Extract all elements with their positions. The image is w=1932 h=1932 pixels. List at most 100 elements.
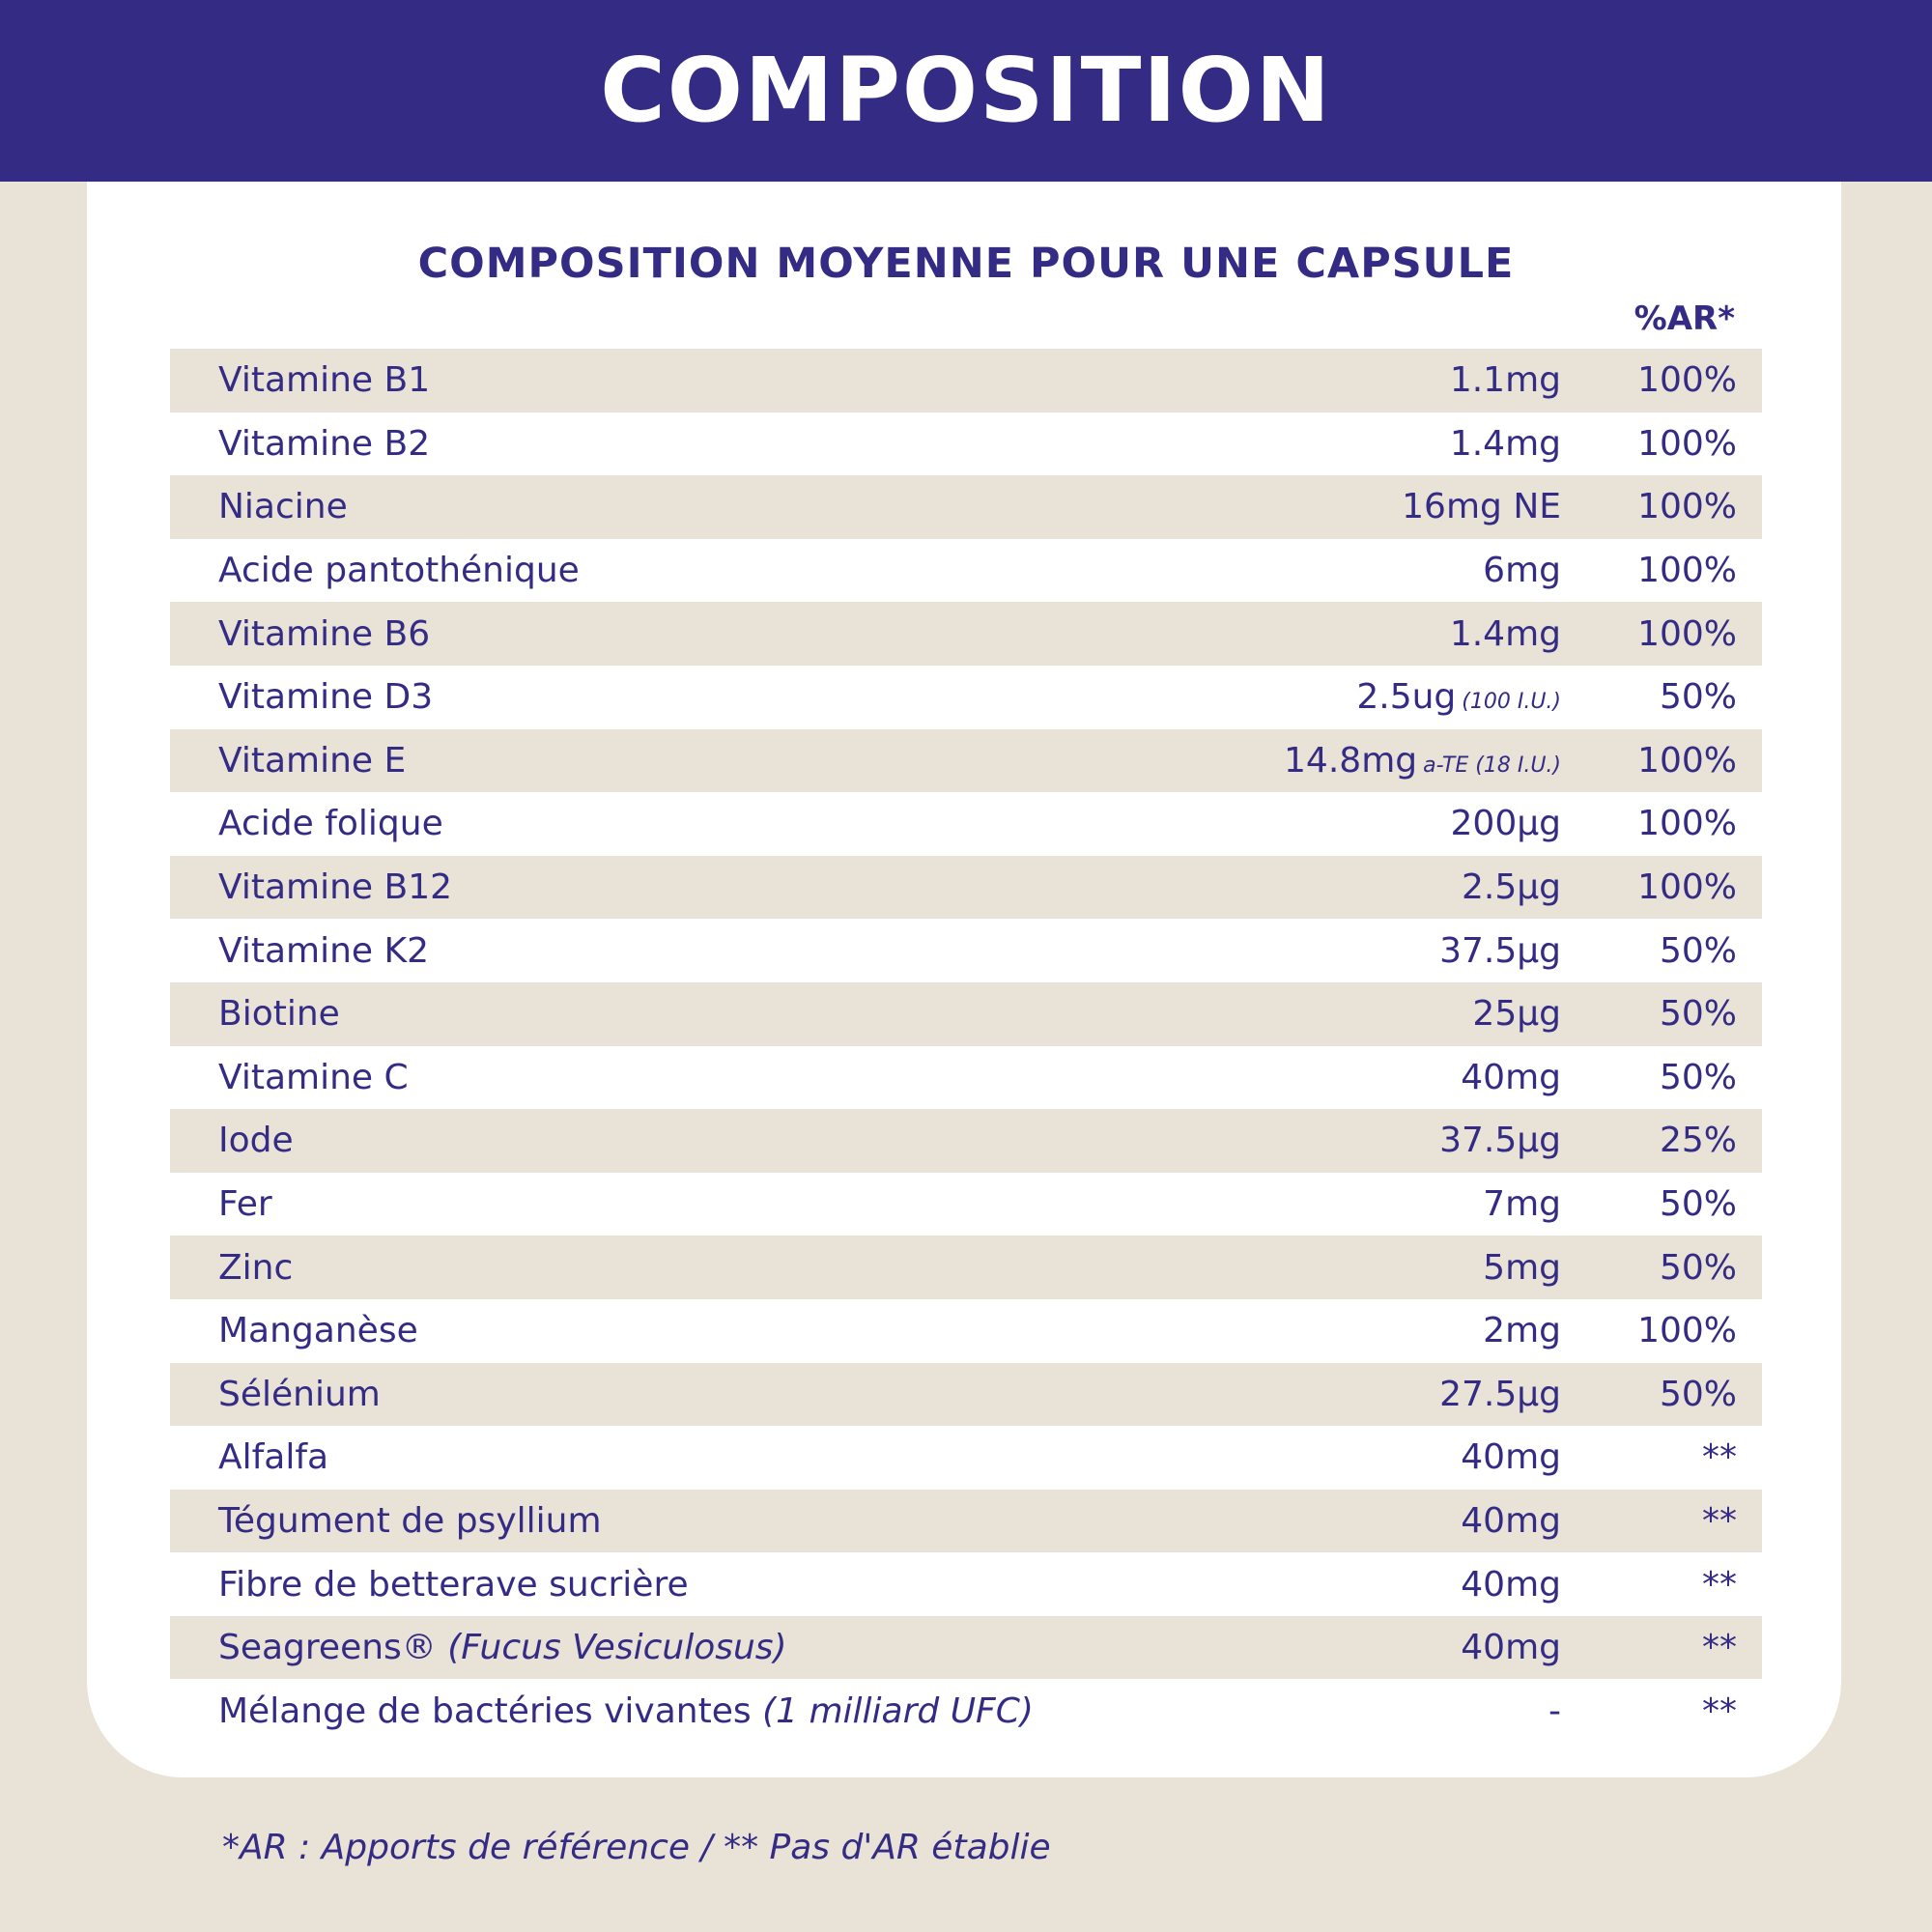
ingredient-amount: 5mg xyxy=(1483,1248,1561,1288)
amount-value: 27.5µg xyxy=(1439,1374,1561,1414)
amount-note: (100 I.U.) xyxy=(1462,690,1561,715)
ar-percentage: 100% xyxy=(1637,1311,1737,1351)
ingredient-amount: 1.4mg xyxy=(1450,424,1561,464)
table-row: Vitamine C 40mg 50% xyxy=(170,1046,1762,1110)
ar-percentage: ** xyxy=(1702,1690,1737,1731)
amount-value: 40mg xyxy=(1461,1628,1561,1668)
ar-percentage: 100% xyxy=(1637,740,1737,781)
ar-percentage: ** xyxy=(1702,1628,1737,1668)
ingredient-label: Acide folique xyxy=(218,804,443,844)
table-row: Fibre de betterave sucrière 40mg ** xyxy=(170,1552,1762,1616)
ingredient-amount: 6mg xyxy=(1483,551,1561,590)
page-title: COMPOSITION xyxy=(600,39,1332,142)
table-row: Vitamine B6 1.4mg 100% xyxy=(170,602,1762,666)
ingredient-note: (Fucus Vesiculosus) xyxy=(447,1628,787,1668)
table-row: Vitamine D3 2.5ug (100 I.U.) 50% xyxy=(170,666,1762,729)
ingredient-label: Sélénium xyxy=(218,1374,381,1414)
ingredient-name: Tégument de psyllium xyxy=(218,1501,602,1541)
amount-note: a-TE (18 I.U.) xyxy=(1423,753,1561,778)
amount-value: 1.4mg xyxy=(1449,423,1561,464)
table-row: Acide pantothénique 6mg 100% xyxy=(170,539,1762,603)
ingredient-label: Vitamine B12 xyxy=(218,867,452,908)
amount-value: 40mg xyxy=(1461,1500,1561,1541)
amount-value: 6mg xyxy=(1483,551,1561,591)
ingredient-name: Fibre de betterave sucrière xyxy=(218,1565,689,1605)
amount-value: 40mg xyxy=(1461,1057,1561,1097)
ingredient-amount: 37.5µg xyxy=(1439,931,1561,971)
ar-percentage: 50% xyxy=(1659,1247,1737,1288)
table-row: Manganèse 2mg 100% xyxy=(170,1299,1762,1363)
table-row: Vitamine E 14.8mg a-TE (18 I.U.) 100% xyxy=(170,728,1762,793)
ingredient-label: Fer xyxy=(218,1184,272,1225)
amount-value: 37.5µg xyxy=(1439,930,1561,971)
amount-value: 1.4mg xyxy=(1449,613,1561,654)
ar-percentage: 50% xyxy=(1659,930,1737,971)
amount-value: - xyxy=(1548,1690,1561,1731)
ingredient-label: Seagreens® xyxy=(218,1628,437,1668)
ingredient-amount: 37.5µg xyxy=(1439,1121,1561,1160)
table-row: Mélange de bactéries vivantes (1 milliar… xyxy=(170,1679,1762,1743)
ingredient-name: Vitamine B6 xyxy=(218,614,430,654)
footnote: *AR : Apports de référence / ** Pas d'AR… xyxy=(222,1828,1051,1867)
table-row: Vitamine B1 1.1mg 100% xyxy=(170,349,1762,412)
ar-percentage: 100% xyxy=(1637,867,1737,908)
table-row: Vitamine K2 37.5µg 50% xyxy=(170,919,1762,982)
amount-value: 5mg xyxy=(1483,1247,1561,1288)
ingredient-name: Seagreens® (Fucus Vesiculosus) xyxy=(218,1628,787,1667)
amount-value: 1.1mg xyxy=(1449,360,1561,401)
ar-percentage: 50% xyxy=(1659,677,1737,718)
ar-percentage: 25% xyxy=(1659,1121,1737,1161)
ingredient-amount: 200µg xyxy=(1451,804,1561,843)
ingredient-name: Vitamine B1 xyxy=(218,360,430,400)
amount-value: 2mg xyxy=(1483,1311,1561,1351)
ingredient-amount: - xyxy=(1548,1691,1561,1731)
ar-percentage: 100% xyxy=(1637,804,1737,844)
ingredient-name: Alfalfa xyxy=(218,1437,328,1477)
table-row: Tégument de psyllium 40mg ** xyxy=(170,1489,1762,1553)
ingredient-amount: 1.4mg xyxy=(1450,614,1561,654)
ingredient-label: Biotine xyxy=(218,994,340,1035)
amount-value: 40mg xyxy=(1461,1437,1561,1478)
ingredient-amount: 16mg NE xyxy=(1402,487,1561,526)
ingredient-label: Acide pantothénique xyxy=(218,551,580,591)
ingredient-label: Iode xyxy=(218,1121,294,1161)
ingredient-name: Vitamine C xyxy=(218,1058,409,1097)
ingredient-amount: 40mg xyxy=(1461,1501,1561,1541)
ingredient-name: Manganèse xyxy=(218,1311,418,1350)
ingredient-amount: 7mg xyxy=(1483,1184,1561,1224)
ingredient-label: Vitamine B2 xyxy=(218,423,431,464)
ar-percentage: ** xyxy=(1702,1564,1737,1605)
table-row: Sélénium 27.5µg 50% xyxy=(170,1362,1762,1427)
ingredient-label: Vitamine B6 xyxy=(218,613,431,654)
ingredient-label: Zinc xyxy=(218,1247,294,1288)
ingredient-name: Vitamine B12 xyxy=(218,867,452,907)
table-row: Vitamine B2 1.4mg 100% xyxy=(170,412,1762,476)
amount-value: 25µg xyxy=(1472,994,1561,1035)
ingredient-amount: 40mg xyxy=(1461,1565,1561,1605)
ingredient-name: Sélénium xyxy=(218,1375,381,1414)
ar-percentage: 100% xyxy=(1637,551,1737,591)
ingredient-label: Vitamine K2 xyxy=(218,930,430,971)
ingredient-amount: 40mg xyxy=(1461,1628,1561,1667)
ingredient-amount: 14.8mg a-TE (18 I.U.) xyxy=(1284,741,1561,781)
ingredient-name: Vitamine E xyxy=(218,741,406,781)
table-row: Alfalfa 40mg ** xyxy=(170,1426,1762,1490)
ingredient-amount: 1.1mg xyxy=(1450,360,1561,400)
ingredient-name: Biotine xyxy=(218,994,340,1034)
ar-percentage: 50% xyxy=(1659,1374,1737,1414)
ingredient-amount: 25µg xyxy=(1472,994,1561,1034)
amount-value: 7mg xyxy=(1483,1184,1561,1225)
ingredient-label: Vitamine B1 xyxy=(218,360,431,401)
ar-percentage: 100% xyxy=(1637,487,1737,527)
ingredient-label: Vitamine D3 xyxy=(218,677,434,718)
ingredient-amount: 40mg xyxy=(1461,1437,1561,1477)
ar-column-header: %AR* xyxy=(1634,299,1735,338)
ingredient-name: Fer xyxy=(218,1184,272,1224)
header-banner: COMPOSITION xyxy=(0,0,1932,182)
amount-value: 2.5ug xyxy=(1356,677,1457,718)
table-row: Iode 37.5µg 25% xyxy=(170,1109,1762,1173)
ingredient-name: Vitamine D3 xyxy=(218,677,433,717)
ingredient-name: Acide pantothénique xyxy=(218,551,580,590)
ingredient-name: Acide folique xyxy=(218,804,443,843)
table-row: Niacine 16mg NE 100% xyxy=(170,475,1762,539)
